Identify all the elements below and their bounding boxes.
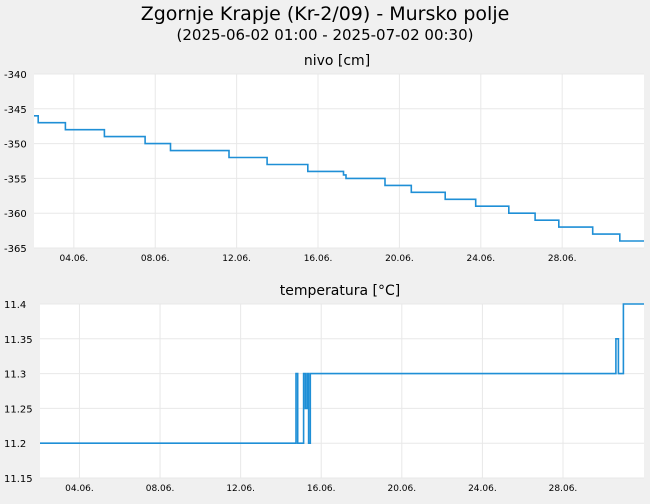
x-tick-label: 16.06. xyxy=(304,254,333,264)
x-tick-label: 04.06. xyxy=(60,254,89,264)
x-tick-label: 28.06. xyxy=(549,484,578,494)
y-tick-label: -345 xyxy=(4,105,27,116)
y-tick-label: 11.15 xyxy=(4,474,33,485)
x-tick-label: 12.06. xyxy=(222,254,251,264)
x-tick-label: 20.06. xyxy=(385,254,414,264)
x-tick-label: 12.06. xyxy=(226,484,255,494)
panel-title: nivo [cm] xyxy=(304,53,370,69)
series-line xyxy=(34,115,644,242)
y-tick-label: -355 xyxy=(4,174,27,185)
x-tick-label: 24.06. xyxy=(468,484,497,494)
x-tick-label: 16.06. xyxy=(307,484,336,494)
plot-area xyxy=(34,74,644,248)
y-tick-label: -365 xyxy=(4,244,27,255)
y-tick-label: 11.4 xyxy=(4,300,26,311)
x-tick-label: 08.06. xyxy=(141,254,170,264)
plot-area xyxy=(40,304,644,478)
chart-panel-2: temperatura [°C] 11.4 11.35 11.3 11.25 11.2 11… xyxy=(4,283,644,494)
x-tick-label: 20.06. xyxy=(387,484,416,494)
series-line xyxy=(40,303,644,444)
y-tick-label: 11.35 xyxy=(4,335,33,346)
x-tick-label: 24.06. xyxy=(466,254,495,264)
y-tick-label: -340 xyxy=(4,70,27,81)
chart-panel-1: nivo [cm] -340 -345 -350 -355 -360 -365 04.06. 0… xyxy=(4,53,644,264)
y-tick-label: -350 xyxy=(4,140,27,151)
y-tick-label: 11.3 xyxy=(4,370,26,381)
y-tick-label: -360 xyxy=(4,209,27,220)
chart-title: Zgornje Krapje (Kr-2/09) - Mursko polje xyxy=(141,3,510,25)
y-tick-label: 11.2 xyxy=(4,439,26,450)
x-tick-label: 28.06. xyxy=(548,254,577,264)
chart-subtitle: (2025-06-02 01:00 - 2025-07-02 00:30) xyxy=(177,26,474,44)
x-tick-label: 08.06. xyxy=(146,484,175,494)
y-tick-label: 11.25 xyxy=(4,404,33,415)
panel-title: temperatura [°C] xyxy=(280,283,400,299)
x-tick-label: 04.06. xyxy=(65,484,94,494)
